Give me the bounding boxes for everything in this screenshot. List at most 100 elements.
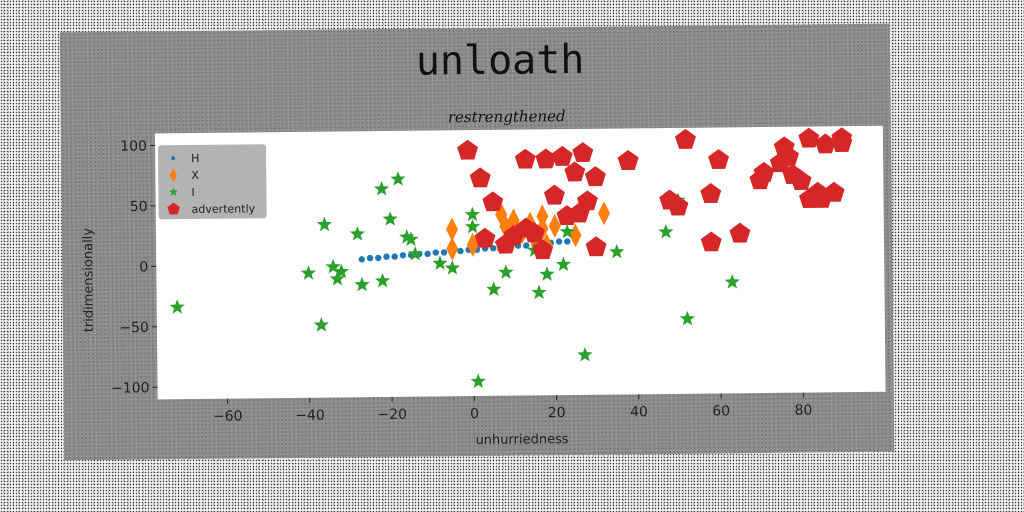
figure-panel: unloath restrengthened −60 −40 −20 0 20 40 60 8… (59, 23, 895, 461)
data-point (753, 161, 775, 182)
data-point (498, 264, 514, 279)
chart-title: unloath (416, 37, 585, 85)
data-point (724, 274, 740, 289)
data-point (729, 222, 751, 243)
data-point (532, 239, 554, 260)
legend-box (158, 144, 267, 220)
legend-marker (167, 202, 180, 215)
x-tick-label: 20 (548, 405, 566, 421)
legend-label: I (191, 186, 194, 199)
data-point (675, 128, 696, 149)
data-point (514, 148, 536, 169)
data-point (535, 148, 557, 169)
series-advertently (457, 127, 853, 260)
data-point (354, 276, 370, 292)
data-point (539, 266, 555, 281)
data-point (585, 236, 607, 257)
data-point (598, 201, 611, 226)
data-point (577, 346, 593, 362)
data-point (482, 191, 504, 212)
data-point (399, 252, 407, 259)
y-tick-label: 100 (120, 139, 147, 155)
data-point (432, 255, 448, 270)
legend-label: X (191, 169, 199, 182)
data-point (555, 256, 572, 272)
x-tick-label: 40 (630, 404, 648, 420)
data-point (375, 254, 382, 262)
x-tick-label: −60 (213, 408, 243, 424)
data-point (798, 127, 820, 148)
data-point (316, 216, 332, 232)
data-point (446, 236, 459, 261)
data-point (464, 218, 481, 234)
data-point (474, 227, 496, 248)
data-point (823, 181, 845, 202)
data-point (536, 204, 549, 229)
data-point (523, 222, 545, 243)
data-point (383, 253, 390, 260)
x-axis-ticks: −60 −40 −20 0 20 40 60 80 (213, 392, 813, 425)
data-point (466, 232, 479, 257)
data-point (403, 231, 419, 247)
data-point (576, 190, 598, 211)
data-point (464, 206, 480, 222)
data-point (667, 195, 689, 216)
data-point (424, 250, 431, 258)
data-point (382, 211, 398, 226)
data-point (349, 226, 365, 241)
data-point (457, 247, 464, 255)
scatter-chart: unloath restrengthened −60 −40 −20 0 20 40 60 8… (81, 37, 886, 448)
data-point (555, 238, 563, 245)
data-point (708, 149, 730, 170)
data-point (390, 171, 406, 186)
data-point (543, 184, 565, 205)
legend-label: advertently (192, 202, 256, 216)
data-point (470, 373, 486, 389)
data-point (584, 166, 606, 187)
data-point (617, 150, 639, 170)
data-point (313, 317, 329, 332)
data-point (432, 249, 439, 256)
x-tick-label: −40 (295, 408, 325, 424)
data-point (777, 145, 799, 166)
data-point (486, 281, 502, 296)
data-point (564, 238, 571, 245)
y-tick-label: 0 (139, 259, 148, 275)
data-point (446, 217, 459, 242)
data-point (457, 139, 479, 160)
x-axis-label: unhurriedness (475, 432, 568, 448)
data-point (325, 258, 341, 274)
data-point (548, 213, 561, 238)
legend-marker (171, 156, 176, 161)
data-point (814, 133, 836, 154)
plot-layer (169, 127, 853, 389)
legend-marker (169, 167, 177, 183)
data-point (300, 265, 317, 280)
data-point (658, 224, 674, 239)
data-point (358, 256, 366, 263)
data-point (407, 245, 423, 261)
data-point (679, 310, 695, 326)
data-point (440, 249, 448, 256)
data-point (831, 127, 853, 148)
x-tick-label: 60 (712, 403, 730, 419)
x-tick-label: 0 (470, 406, 479, 422)
y-tick-label: −100 (111, 380, 150, 396)
x-tick-label: −20 (377, 407, 407, 423)
data-point (444, 260, 460, 275)
data-point (333, 263, 349, 279)
data-point (551, 145, 573, 166)
data-point (169, 299, 185, 314)
data-point (366, 254, 374, 262)
data-point (399, 229, 415, 244)
data-point (700, 183, 722, 204)
data-point (531, 284, 547, 300)
data-point (391, 253, 398, 260)
data-point (374, 180, 390, 196)
data-point (523, 242, 530, 249)
data-point (469, 167, 491, 188)
y-axis-ticks: −100 −50 0 50 100 (111, 139, 158, 397)
y-tick-label: 50 (130, 199, 148, 215)
data-point (609, 243, 625, 259)
